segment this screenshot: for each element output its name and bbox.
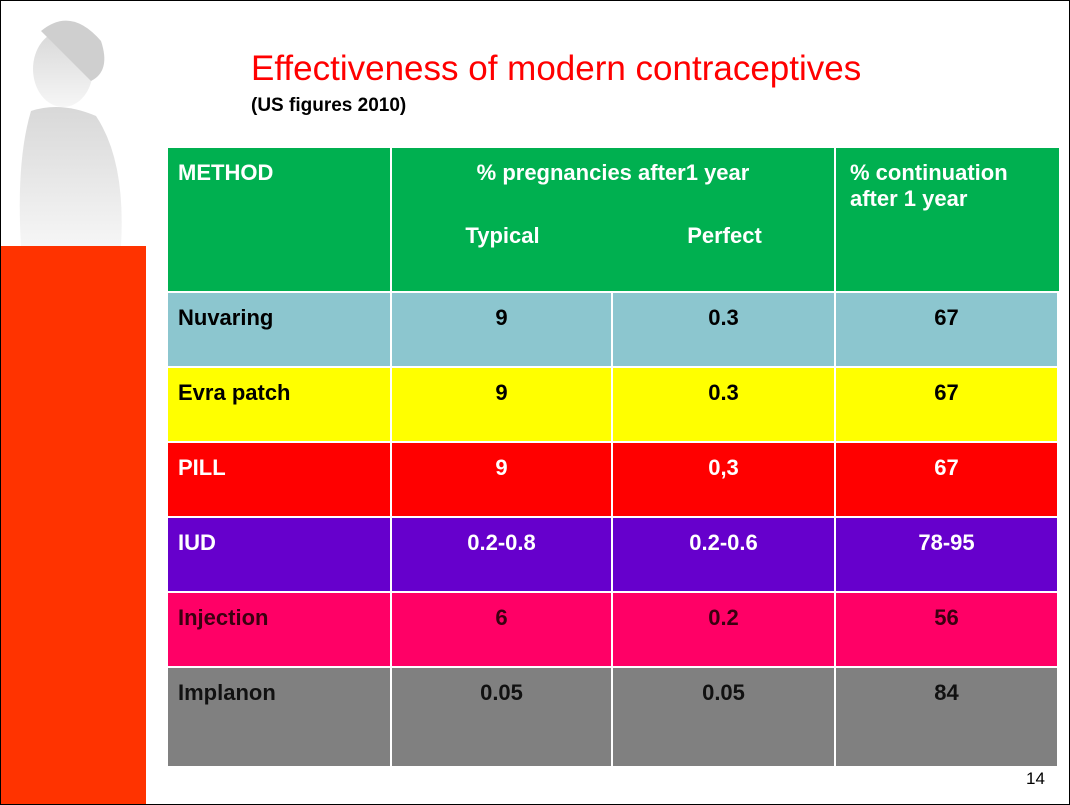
method-cell: Nuvaring <box>168 293 390 366</box>
header-separator <box>390 148 392 291</box>
header-typical: Typical <box>465 223 540 248</box>
value-cell: 56 <box>836 593 1057 666</box>
value-cell: 67 <box>836 293 1057 366</box>
title: Effectiveness of modern contraceptives <box>251 49 862 88</box>
value-cell: 84 <box>836 668 1057 766</box>
value-cell: 0.2-0.6 <box>613 518 834 591</box>
method-cell: Evra patch <box>168 368 390 441</box>
method-cell: Implanon <box>168 668 390 766</box>
header-background <box>168 148 1059 291</box>
value-cell: 6 <box>392 593 611 666</box>
value-cell: 78-95 <box>836 518 1057 591</box>
value-cell: 0.3 <box>613 293 834 366</box>
subtitle: (US figures 2010) <box>251 95 407 116</box>
value-cell: 67 <box>836 368 1057 441</box>
value-cell: 9 <box>392 293 611 366</box>
value-cell: 9 <box>392 368 611 441</box>
value-cell: 0.2-0.8 <box>392 518 611 591</box>
sidebar-bar <box>1 246 146 804</box>
value-cell: 9 <box>392 443 611 516</box>
method-cell: Injection <box>168 593 390 666</box>
method-cell: PILL <box>168 443 390 516</box>
sidebar-image <box>1 1 146 246</box>
method-cell: IUD <box>168 518 390 591</box>
page-number: 14 <box>1026 769 1045 788</box>
value-cell: 0.3 <box>613 368 834 441</box>
header-pregnancies: % pregnancies after1 year <box>476 160 750 185</box>
header-method: METHOD <box>178 160 274 185</box>
header-separator <box>834 148 836 291</box>
value-cell: 0,3 <box>613 443 834 516</box>
header-continuation: % continuation after 1 year <box>850 160 1008 211</box>
value-cell: 0.05 <box>392 668 611 766</box>
value-cell: 67 <box>836 443 1057 516</box>
statue-image <box>19 20 122 246</box>
value-cell: 0.05 <box>613 668 834 766</box>
value-cell: 0.2 <box>613 593 834 666</box>
header-perfect: Perfect <box>687 223 762 248</box>
